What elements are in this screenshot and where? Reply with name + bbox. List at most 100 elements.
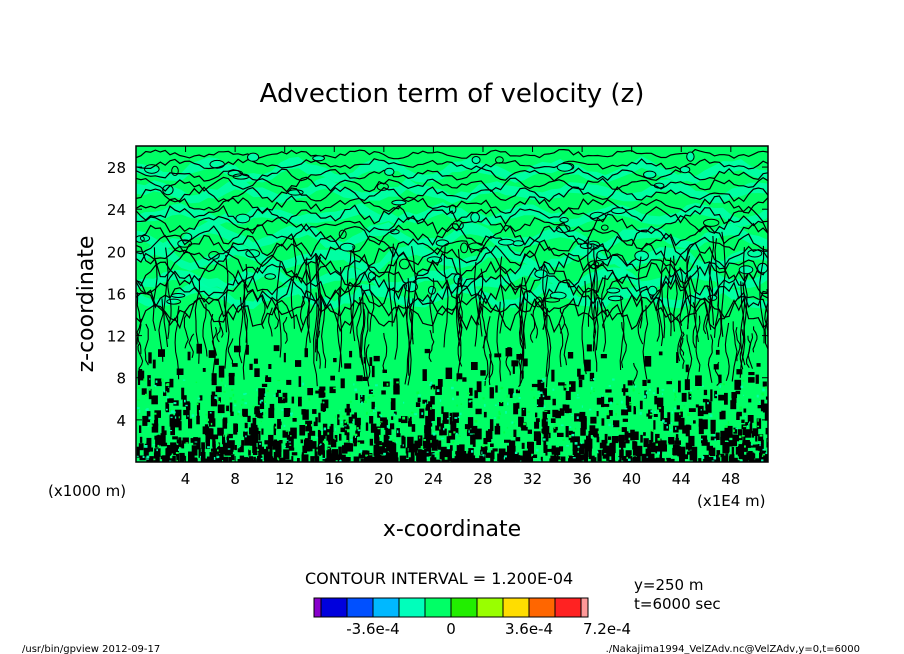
dense-contour-blob [245, 344, 249, 355]
dense-contour-blob [403, 436, 406, 448]
speckle [169, 408, 172, 411]
dense-contour-blob [363, 357, 366, 364]
y-axis: 4 8 12 16 20 24 28 [107, 159, 768, 430]
contour-cell [435, 239, 450, 247]
speckle [237, 410, 241, 413]
speckle [277, 379, 281, 382]
dense-contour-blob [167, 398, 174, 403]
dense-contour-blob [291, 396, 295, 404]
dense-contour-blob [543, 388, 547, 400]
dense-contour-blob [613, 420, 620, 428]
speckle [182, 379, 186, 381]
dense-contour-blob [428, 409, 435, 421]
plume-contour [559, 307, 565, 334]
speckle [503, 431, 506, 434]
dense-contour-blob [764, 411, 768, 421]
dense-contour-blob [497, 453, 501, 462]
speckle [284, 445, 286, 448]
dense-contour-blob [735, 390, 741, 395]
contour-line [136, 148, 768, 160]
dense-contour-blob [398, 418, 405, 423]
speckle [674, 393, 677, 396]
dense-contour-blob [181, 387, 185, 400]
dense-contour-blob [434, 459, 441, 462]
dense-contour-blob [371, 365, 375, 378]
speckle [757, 418, 759, 422]
dense-contour-blob [172, 436, 178, 440]
speckle [592, 378, 596, 381]
dense-contour-blob [330, 375, 335, 381]
dense-contour-blob [527, 429, 532, 434]
dense-contour-blob [362, 376, 368, 381]
dense-contour-blob [307, 388, 313, 396]
speckle [709, 414, 713, 418]
speckle [482, 397, 485, 400]
dense-contour-blob [713, 364, 719, 370]
colorbar-swatch [580, 597, 589, 618]
dense-contour-blob [621, 427, 627, 432]
dense-contour-blob [531, 383, 538, 388]
dense-contour-blob [163, 430, 167, 435]
speckle [533, 396, 536, 399]
dense-contour-blob [544, 410, 551, 414]
dense-contour-blob [267, 444, 273, 456]
speckle [145, 393, 148, 397]
dense-contour-blob [515, 437, 521, 442]
dense-contour-blob [391, 452, 398, 458]
contour-cell [339, 242, 356, 252]
contour-cell [452, 220, 464, 231]
dense-contour-blob [430, 384, 436, 390]
dense-contour-blob [545, 444, 548, 456]
dense-contour-blob [656, 398, 660, 407]
plume-contour [593, 253, 599, 351]
dense-contour-blob [169, 378, 174, 388]
dense-contour-blob [292, 418, 297, 422]
dense-contour-blob [277, 421, 282, 426]
plume-contour [443, 246, 449, 348]
speckle [223, 391, 226, 393]
speckle [425, 402, 427, 406]
dense-contour-blob [220, 452, 224, 460]
chart-title: Advection term of velocity (z) [260, 79, 645, 109]
speckle [549, 430, 552, 433]
dense-contour-blob [450, 421, 457, 433]
dense-contour-blob [577, 368, 581, 377]
plume-contour [601, 275, 607, 352]
speckle [395, 441, 398, 443]
speckle [648, 388, 651, 391]
speckle [577, 445, 580, 448]
dense-contour-blob [564, 409, 570, 414]
dense-contour-blob [147, 375, 151, 387]
dense-contour-blob [429, 443, 436, 448]
plume-contour [457, 293, 463, 342]
speckle [645, 391, 648, 395]
dense-contour-blob [748, 398, 752, 403]
speckle [339, 409, 341, 412]
dense-contour-blob [645, 448, 652, 457]
speckle [530, 388, 534, 391]
speckle [576, 397, 580, 399]
colorbar-tick-label: 3.6e-4 [505, 620, 553, 638]
speckle [673, 435, 676, 437]
speckle [249, 447, 252, 451]
dense-contour-blob [227, 433, 233, 439]
colorbar-swatch [450, 597, 478, 618]
speckle [308, 397, 311, 401]
dense-contour-blob [139, 436, 143, 443]
dense-contour-blob [424, 348, 431, 354]
speckle [616, 403, 619, 405]
speckle [569, 426, 572, 428]
dense-contour-blob [552, 409, 559, 418]
dense-contour-blob [680, 411, 683, 418]
dense-contour-blob [440, 428, 447, 436]
speckle [632, 388, 635, 392]
dense-contour-blob [158, 349, 165, 357]
speckle [727, 421, 729, 424]
speckle [173, 402, 177, 405]
speckle [324, 390, 327, 393]
dense-contour-blob [209, 452, 214, 458]
dense-contour-blob [393, 378, 400, 391]
x-tick-label: 24 [424, 470, 443, 488]
speckle [762, 448, 766, 451]
dense-contour-blob [196, 437, 201, 450]
